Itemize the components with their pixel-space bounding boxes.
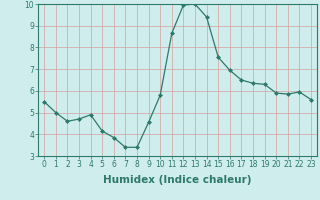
X-axis label: Humidex (Indice chaleur): Humidex (Indice chaleur)	[103, 175, 252, 185]
